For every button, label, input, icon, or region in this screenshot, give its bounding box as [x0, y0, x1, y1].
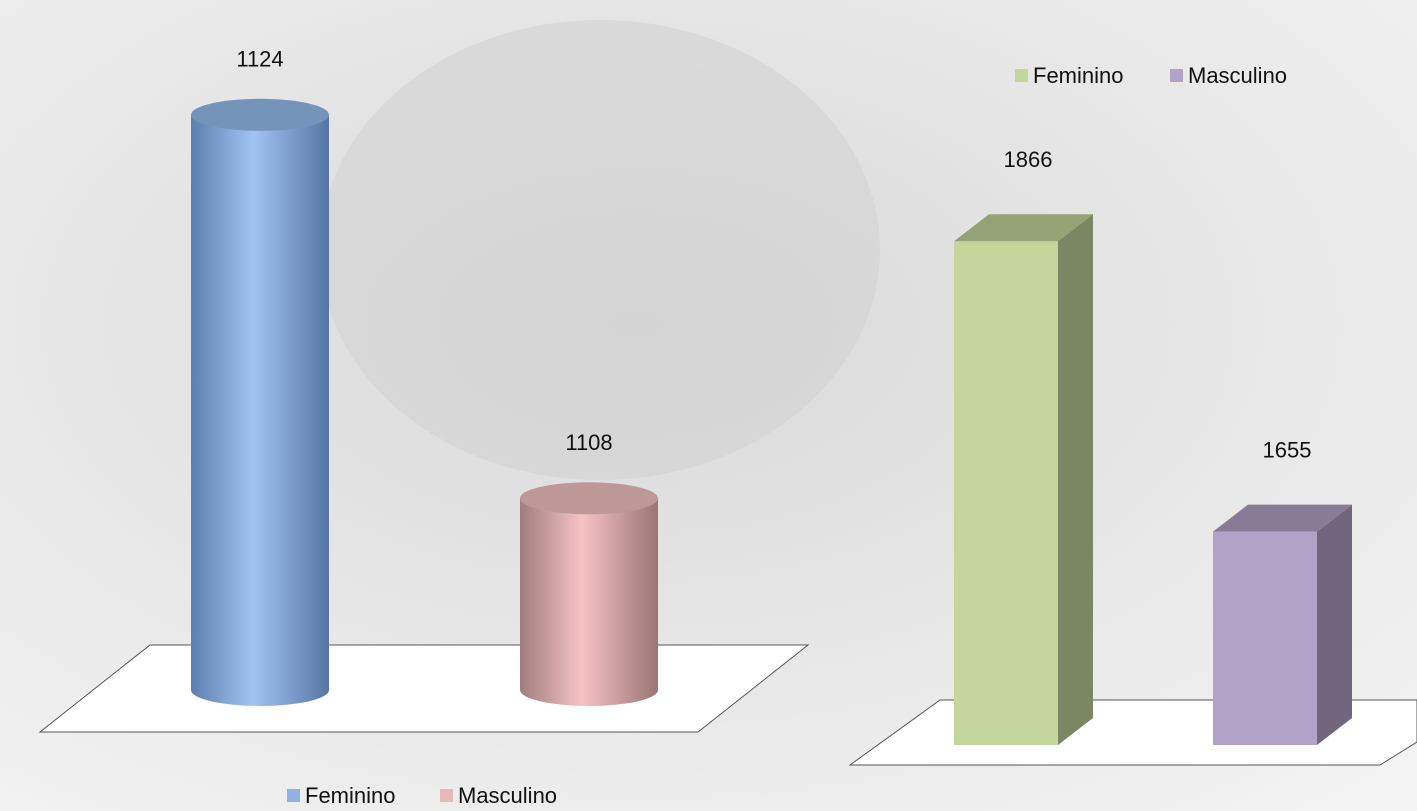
cylinder-body: [191, 114, 329, 707]
box-front: [1213, 531, 1317, 745]
value-label: 1655: [1263, 437, 1312, 462]
legend-swatch: [440, 789, 453, 802]
value-label: 1124: [236, 47, 283, 72]
legend-swatch: [1015, 69, 1028, 82]
value-label: 1108: [565, 430, 612, 455]
box-top: [954, 214, 1093, 242]
legend-label: Feminino: [1033, 63, 1123, 88]
floor: [38, 644, 810, 733]
box-side: [1058, 214, 1093, 745]
legend-label: Masculino: [458, 783, 557, 808]
legend-swatch: [287, 789, 300, 802]
cylinder-top: [520, 482, 658, 515]
bar: [1213, 504, 1352, 745]
box-side: [1317, 504, 1352, 745]
cylinder-top: [191, 98, 329, 131]
bar: [954, 214, 1093, 745]
bar: [191, 98, 329, 707]
legend-swatch: [1170, 69, 1183, 82]
bar: [520, 482, 658, 706]
legend-label: Feminino: [305, 783, 395, 808]
box-top: [1213, 504, 1352, 532]
cylinder-body: [520, 498, 658, 706]
box-front: [954, 241, 1058, 745]
value-label: 1866: [1004, 147, 1053, 172]
legend-label: Masculino: [1188, 63, 1287, 88]
background-shade: [320, 20, 880, 480]
